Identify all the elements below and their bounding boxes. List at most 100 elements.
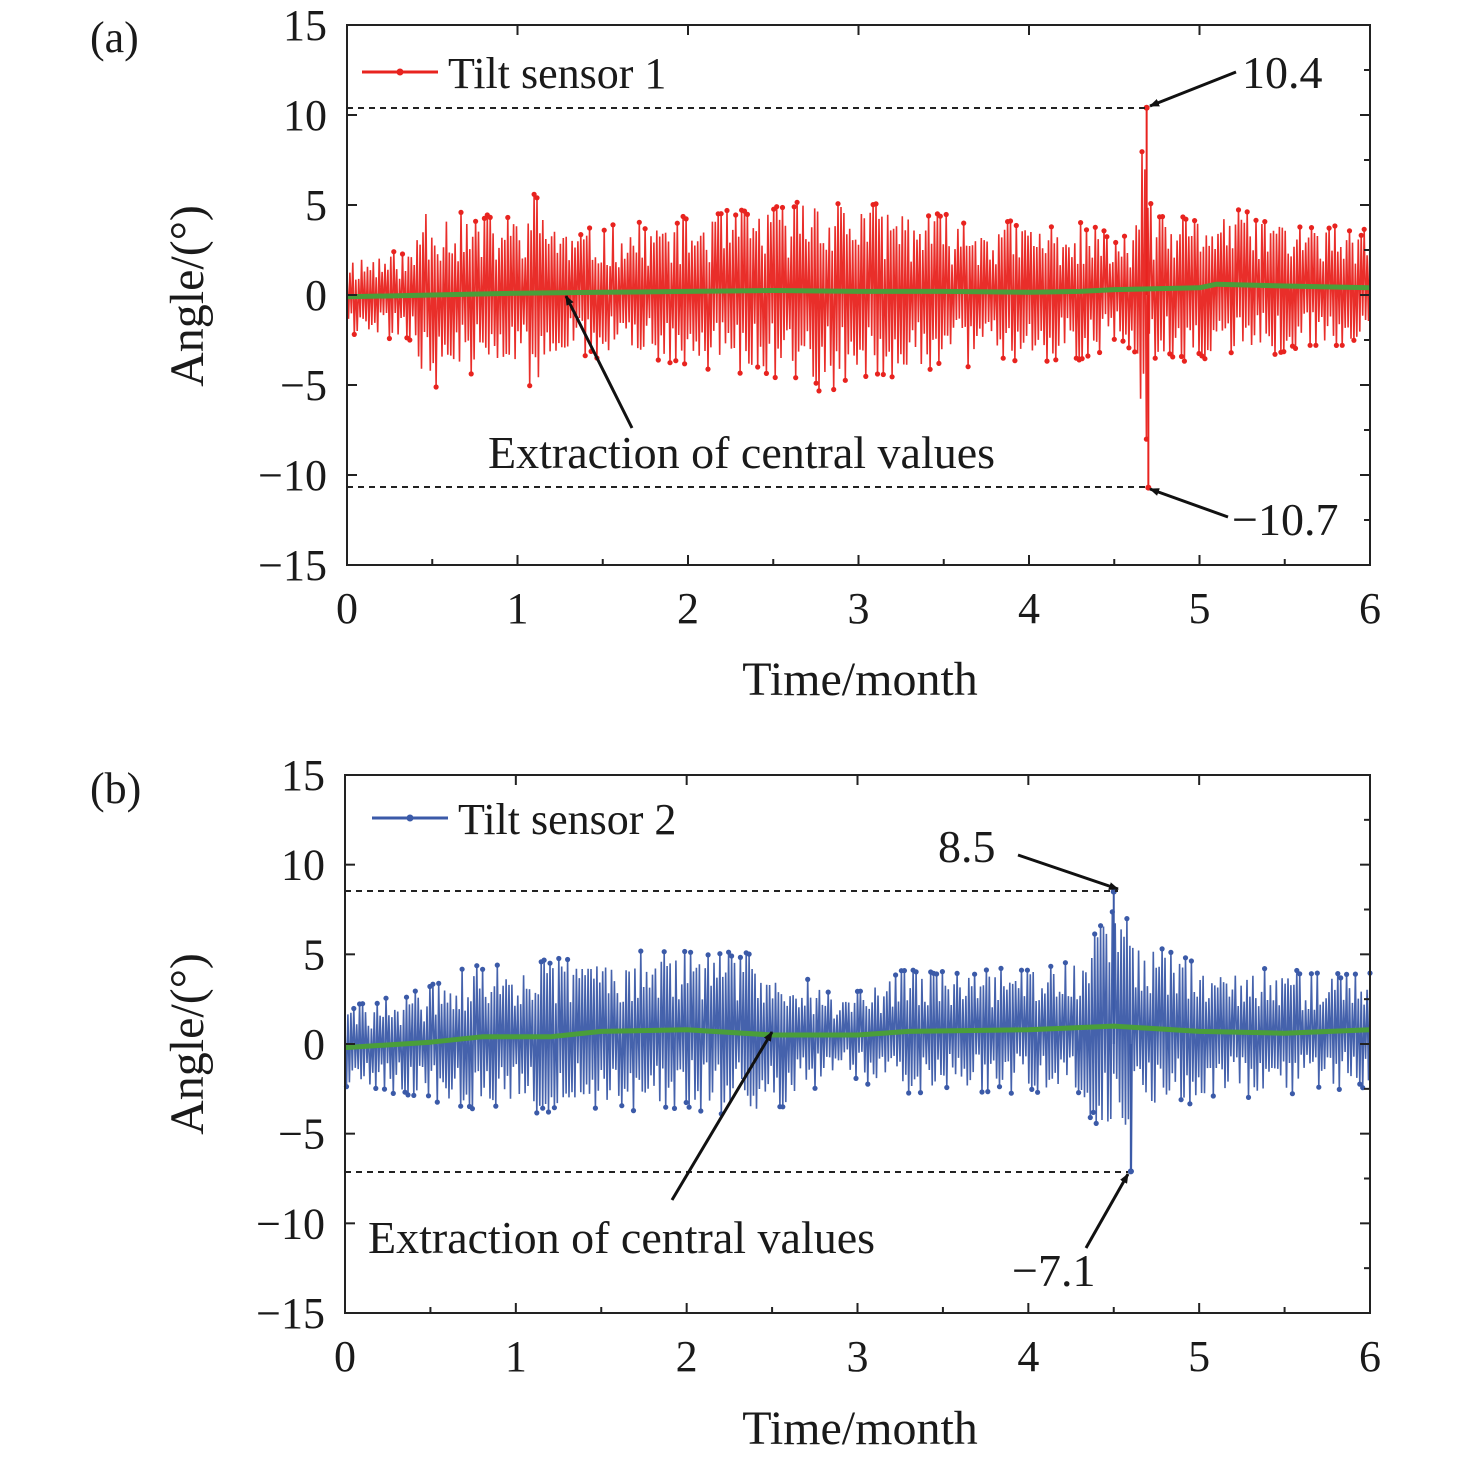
y-tick-label: 0 — [303, 1020, 325, 1069]
data-point — [578, 232, 584, 238]
data-point — [1104, 234, 1110, 240]
data-point — [1228, 350, 1234, 356]
data-point — [1182, 955, 1189, 961]
data-point — [1281, 349, 1287, 355]
data-point — [1292, 345, 1299, 351]
data-point — [619, 1103, 625, 1109]
data-point — [1210, 1093, 1216, 1099]
y-tick-label: −15 — [258, 541, 327, 590]
data-point — [386, 335, 392, 342]
y-tick-label: −10 — [258, 451, 327, 500]
series-line — [346, 151, 1371, 440]
data-point — [1346, 228, 1353, 234]
data-point — [1352, 971, 1358, 977]
data-point — [926, 213, 932, 219]
y-tick-label: 5 — [305, 181, 327, 230]
data-point — [1351, 337, 1357, 343]
central-annotation: Extraction of central values — [488, 427, 995, 478]
data-point — [1183, 216, 1189, 222]
data-point — [1101, 228, 1107, 234]
panel-label: (a) — [90, 13, 139, 62]
data-point — [901, 968, 908, 974]
data-point — [527, 383, 533, 389]
data-point — [1093, 1120, 1099, 1126]
data-point — [816, 388, 822, 394]
data-point — [1013, 222, 1019, 229]
central-annotation-arrow — [564, 295, 634, 429]
data-point — [468, 371, 474, 377]
data-point — [763, 370, 770, 376]
data-point — [630, 1108, 637, 1114]
y-tick-label: 5 — [303, 930, 325, 979]
data-point — [1244, 209, 1250, 215]
y-tick-label: −5 — [278, 1110, 325, 1159]
data-point — [403, 994, 410, 1000]
data-point — [1139, 149, 1145, 155]
data-point — [857, 988, 864, 994]
data-point — [1168, 949, 1174, 956]
data-point — [873, 201, 879, 207]
data-point — [1152, 355, 1158, 361]
min-annotation: −7.1 — [1012, 1245, 1095, 1296]
data-point — [1048, 963, 1054, 969]
data-point — [540, 1105, 546, 1111]
data-point — [493, 1103, 499, 1109]
data-point — [1124, 916, 1130, 922]
data-point — [1178, 1097, 1184, 1103]
central-value-line — [344, 1023, 1371, 1051]
data-point — [793, 375, 799, 381]
axis-ticks: 0 1 2 3 4 5 6 15 10 5 0 −5 −10 −15 — [258, 1, 1381, 633]
data-point — [412, 988, 418, 994]
data-point — [936, 360, 942, 366]
data-point — [1358, 232, 1364, 238]
min-annotation-arrow — [1149, 487, 1229, 519]
data-point — [998, 965, 1004, 972]
data-point — [842, 377, 848, 383]
data-point — [746, 951, 752, 957]
data-point — [667, 360, 673, 366]
x-tick-label: 6 — [1359, 1332, 1381, 1381]
data-point — [972, 971, 978, 977]
data-point — [1148, 201, 1154, 207]
data-point — [1297, 224, 1303, 230]
legend-label: Tilt sensor 1 — [448, 49, 666, 98]
data-point — [1272, 351, 1278, 357]
legend: Tilt sensor 2 — [372, 795, 676, 844]
data-point — [1085, 353, 1091, 359]
data-point — [1120, 338, 1126, 344]
data-point — [494, 962, 500, 968]
data-point — [1361, 226, 1367, 232]
x-tick-label: 0 — [334, 1332, 356, 1381]
data-point — [774, 204, 780, 210]
data-point — [1313, 342, 1319, 348]
data-point — [682, 948, 688, 955]
data-point — [805, 976, 811, 983]
data-point — [865, 1081, 871, 1087]
data-point — [587, 225, 593, 231]
data-point — [1076, 1090, 1082, 1096]
data-point — [434, 1099, 440, 1105]
data-point — [661, 949, 667, 955]
data-point — [927, 366, 933, 372]
x-axis-title: Time/month — [742, 1402, 978, 1455]
data-point — [1178, 353, 1185, 360]
data-point — [1083, 227, 1090, 233]
x-tick-label: 1 — [507, 584, 529, 633]
data-point — [565, 956, 571, 963]
data-point — [1308, 971, 1314, 977]
data-point — [1170, 354, 1176, 360]
data-point — [1098, 923, 1104, 929]
data-point — [1187, 1101, 1193, 1107]
data-point — [813, 380, 819, 386]
data-point — [1262, 966, 1268, 972]
data-point — [1339, 342, 1345, 348]
central-value-line — [346, 281, 1371, 300]
data-point — [1159, 946, 1165, 952]
y-tick-label: 15 — [283, 1, 327, 50]
y-tick-label: 15 — [281, 751, 325, 800]
data-point — [1188, 958, 1194, 964]
data-point — [1357, 1081, 1363, 1087]
data-point — [683, 216, 689, 222]
